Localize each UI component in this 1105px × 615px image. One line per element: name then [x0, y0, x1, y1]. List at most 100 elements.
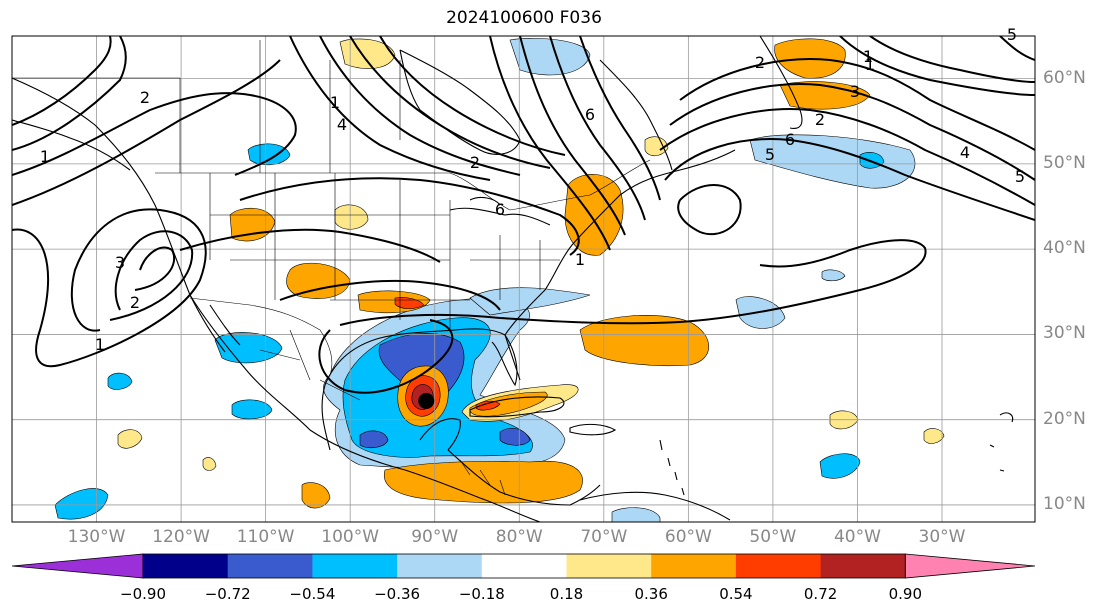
- contour-central-3: [279, 279, 501, 311]
- contour-pacific-nw-4: [12, 59, 281, 206]
- colorbar: [11, 553, 1036, 579]
- negative-anomaly-west-gulf: [359, 430, 389, 449]
- colorbar-tick-label: 0.72: [803, 585, 838, 603]
- latitude-label: 40°N: [1043, 238, 1086, 259]
- longitude-label: 30°W: [918, 527, 966, 547]
- positive-anomaly-cuba-core: [469, 391, 548, 417]
- florida: [504, 334, 521, 381]
- contour-label: 5: [1015, 167, 1025, 186]
- longitude-label: 50°W: [749, 527, 797, 547]
- colorbar-segment: [397, 554, 483, 578]
- negative-anomaly-pacific-mid: [231, 399, 273, 420]
- latitude-label: 60°N: [1043, 67, 1086, 88]
- negative-anomaly-north-atlantic: [749, 134, 916, 189]
- map-title: 2024100600 F036: [446, 8, 602, 28]
- contour-atlantic-low-4: [664, 138, 1035, 221]
- colorbar-extend-low: [11, 553, 144, 579]
- positive-anomaly-labrador: [644, 136, 669, 157]
- colorbar-segment: [735, 554, 822, 578]
- contour-label: 6: [585, 105, 595, 124]
- labrador-coast: [599, 59, 673, 171]
- negative-anomaly-pacific-sw: [54, 488, 109, 520]
- contour-pacific-nw-3: [12, 36, 112, 126]
- negative-anomaly-caribbean: [499, 427, 531, 446]
- hispaniola: [569, 423, 617, 436]
- contour-label: 2: [755, 53, 765, 72]
- contour-atlantic-low-3: [659, 108, 1035, 206]
- correlation-contours: [12, 36, 1035, 394]
- colorbar-segment: [651, 554, 737, 578]
- colorbar-segment: [312, 554, 398, 578]
- contour-canada-trough-3: [349, 36, 551, 169]
- hudson-bay: [399, 49, 521, 155]
- colorbar-extend-high: [904, 553, 1036, 579]
- colorbar-tick-label: −0.72: [204, 585, 251, 603]
- political-borders: [12, 40, 651, 496]
- positive-anomaly-cuba-red: [475, 400, 501, 411]
- positive-anomaly-greenland-south: [779, 81, 871, 110]
- contour-label: 3: [850, 82, 860, 101]
- central-america: [447, 449, 601, 506]
- contour-pacific-nw-2: [12, 36, 127, 151]
- contour-canada-ridge-3: [549, 36, 646, 221]
- us-canada-border: [155, 159, 651, 211]
- contour-subtropical: [339, 239, 927, 326]
- positive-anomaly-small-1: [117, 429, 143, 449]
- colorbar-segment: [143, 554, 229, 578]
- contour-label: 2: [470, 153, 480, 172]
- longitude-label: 120°W: [152, 527, 210, 547]
- contour-label: 4: [960, 143, 970, 162]
- colorbar-tick-label: −0.54: [289, 585, 336, 603]
- latitude-label: 10°N: [1043, 493, 1086, 514]
- azores-islands: [989, 412, 1014, 472]
- graticule: [12, 36, 1035, 522]
- contour-canada-trough-2: [319, 36, 521, 176]
- mexico-states: [259, 329, 361, 401]
- contour-label: 1: [330, 93, 340, 112]
- longitude-label: 80°W: [495, 527, 543, 547]
- colorbar-tick-label: 0.90: [888, 585, 922, 603]
- atlantic-coast: [504, 149, 736, 336]
- contour-storm-loop: [318, 319, 454, 394]
- colorbar-segment: [566, 554, 652, 578]
- colorbar-segment: [820, 554, 906, 578]
- contour-label: 3: [115, 253, 125, 272]
- positive-anomaly-small-5: [202, 457, 217, 471]
- colorbar-tick-label: 0.18: [549, 585, 584, 603]
- contour-west-ridge-1: [12, 208, 207, 368]
- positive-anomaly-atlantic: [579, 315, 709, 367]
- contour-label: 1: [865, 55, 875, 74]
- contour-central-2: [179, 228, 441, 263]
- us-mexico-border: [189, 297, 333, 376]
- negative-anomaly-bc: [247, 143, 291, 166]
- latitude-label: 30°N: [1043, 323, 1086, 344]
- contour-west-ridge-3: [134, 246, 176, 291]
- latitude-label: 20°N: [1043, 408, 1086, 429]
- canada-provinces: [12, 40, 401, 173]
- map-frame: [11, 35, 1036, 523]
- south-america-coast: [579, 491, 731, 521]
- central-america-borders: [459, 459, 506, 496]
- contour-label: 5: [765, 145, 775, 164]
- colorbar-segments: [11, 553, 1036, 579]
- contour-atlantic-low-1: [679, 58, 1035, 151]
- colorbar-segment: [227, 554, 313, 578]
- positive-anomaly-dakota: [334, 204, 369, 230]
- contour-label: 2: [140, 88, 150, 107]
- baja-california: [189, 294, 241, 353]
- contour-canada-trough-4: [379, 36, 566, 156]
- contour-atlantic-low-2: [669, 83, 1035, 181]
- north-america-west-coast: [12, 77, 541, 522]
- negative-anomaly-small-1: [107, 372, 133, 390]
- coastlines: [12, 36, 1014, 522]
- longitude-label: 130°W: [67, 527, 126, 547]
- storm-center-marker: [418, 392, 435, 409]
- lesser-antilles: [659, 439, 685, 496]
- contour-canada-ridge-2: [519, 36, 626, 236]
- colorbar-tick-label: −0.18: [458, 585, 505, 603]
- colorbar-tick-label: −0.90: [120, 585, 166, 603]
- negative-anomaly-mid-atlantic: [819, 453, 861, 479]
- longitude-label: 70°W: [580, 527, 628, 547]
- contour-label: 6: [495, 200, 505, 219]
- colorbar-border: [142, 553, 906, 579]
